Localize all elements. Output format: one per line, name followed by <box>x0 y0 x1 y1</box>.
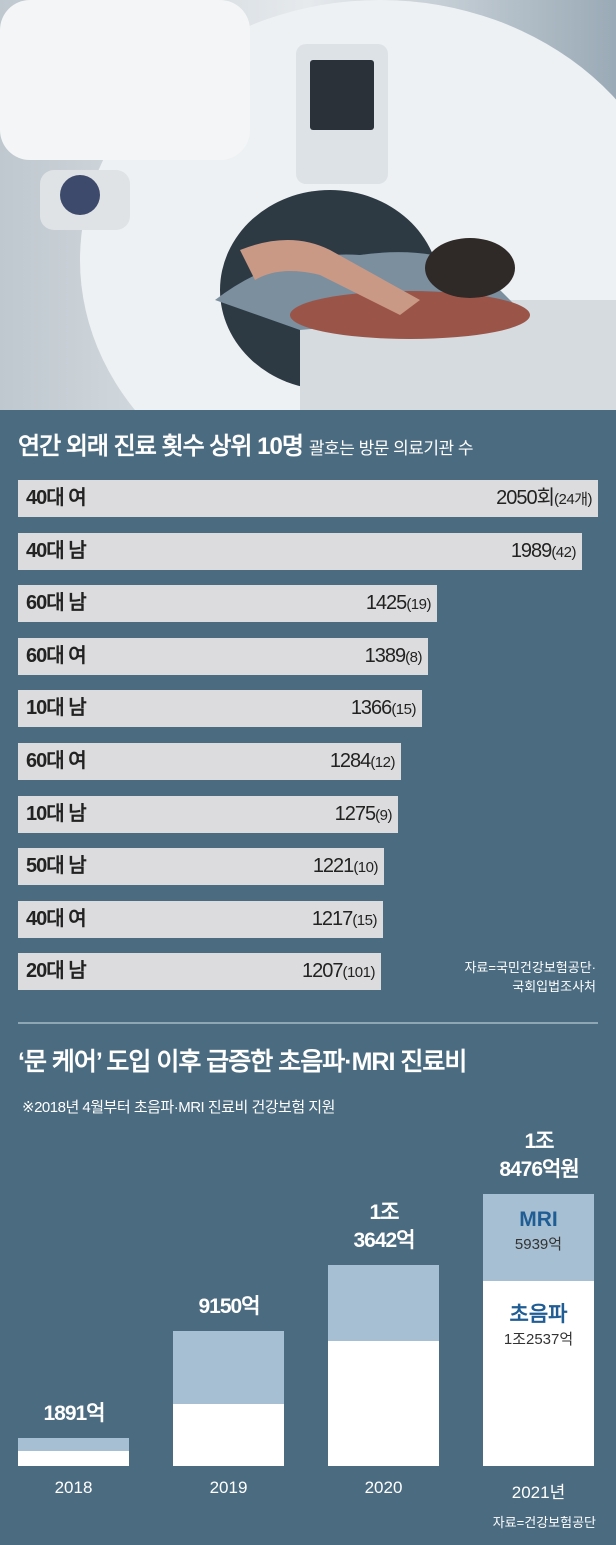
cost-source: 자료=건강보험공단 <box>492 1515 596 1530</box>
mri-label: MRI 5939억 <box>483 1206 594 1256</box>
cost-bar-total-line: 8476억원 <box>499 1158 579 1181</box>
cost-bar-year: 2018 <box>54 1478 93 1497</box>
ranking-bar-count: (19) <box>406 596 431 614</box>
ranking-bar-value: 2050회(24개) <box>496 487 592 509</box>
ranking-bar-label: 10대 남 <box>26 802 87 825</box>
ranking-bar-label: 50대 남 <box>26 855 87 878</box>
ultrasound-series-value: 1조2537억 <box>503 1331 574 1349</box>
ranking-bar: 50대 남 1221(10) <box>18 848 384 886</box>
ranking-bar-count: (42) <box>551 543 576 561</box>
cost-chart-note: ※2018년 4월부터 초음파·MRI 진료비 건강보험 지원 <box>22 1099 335 1116</box>
ranking-bar: 10대 남 1275(9) <box>18 795 398 833</box>
ranking-bar-count: (10) <box>353 859 378 877</box>
cost-bar-year: 2019 <box>209 1478 248 1497</box>
cost-bar-total: 9150억 <box>149 1293 309 1321</box>
ranking-bar-label: 40대 남 <box>26 539 87 562</box>
ranking-bar: 60대 여 1389(8) <box>18 637 428 675</box>
ultrasound-segment <box>328 1340 439 1466</box>
mri-segment <box>483 1194 594 1282</box>
ranking-bar-count: (101) <box>342 964 375 982</box>
cost-bar-total-line: 9150억 <box>198 1295 260 1319</box>
ultrasound-segment <box>173 1404 284 1466</box>
cost-bar-total-line: 1조 <box>369 1201 400 1225</box>
ranking-bar-count: (12) <box>370 754 395 771</box>
ultrasound-label: 초음파 1조2537억 <box>483 1301 594 1351</box>
ultrasound-segment <box>483 1281 594 1466</box>
mri-segment <box>328 1265 439 1341</box>
ranking-bar: 10대 남 1366(15) <box>18 690 422 728</box>
mri-segment <box>173 1331 284 1405</box>
ranking-bar-count: (9) <box>375 806 392 824</box>
cost-bar-total: 1조 3642억 <box>304 1199 464 1255</box>
ranking-bar-value: 1284(12) <box>329 750 396 772</box>
ranking-bar-count: (24개) <box>554 491 592 508</box>
ranking-bar-value: 1989(42) <box>510 539 577 562</box>
cost-bar-total: 1조 8476억원 <box>459 1128 616 1184</box>
ranking-bar-label: 60대 여 <box>26 750 87 772</box>
ranking-bar: 60대 여 1284(12) <box>18 743 401 780</box>
ranking-chart-subtitle: 괄호는 방문 의료기관 수 <box>308 439 474 458</box>
mri-scan-photo <box>0 0 616 410</box>
cost-bar-total-line: 1조 <box>524 1130 555 1153</box>
mri-series-name: MRI <box>519 1208 558 1231</box>
ranking-bar-value: 1275(9) <box>334 802 393 825</box>
section-divider <box>18 1022 598 1024</box>
ranking-bar-label: 60대 남 <box>26 592 87 615</box>
ranking-bar-value: 1366(15) <box>350 697 417 720</box>
ranking-bar: 40대 남 1989(42) <box>18 532 582 570</box>
ranking-bar-value: 1425(19) <box>365 592 432 615</box>
cost-bar-total-line: 3642억 <box>353 1229 415 1253</box>
ranking-bar-value: 1389(8) <box>364 644 423 667</box>
ranking-chart-title: 연간 외래 진료 횟수 상위 10명 괄호는 방문 의료기관 수 <box>18 433 474 460</box>
cost-bar-total-line: 1891억 <box>43 1402 105 1426</box>
ranking-bar-count: (15) <box>352 911 377 929</box>
ranking-bar-label: 40대 여 <box>26 487 87 509</box>
ranking-bar-label: 40대 여 <box>26 907 87 930</box>
cost-bar-year: 2020 <box>364 1478 403 1497</box>
ranking-bar-label: 20대 남 <box>26 960 87 983</box>
ranking-source: 자료=국민건강보험공단· 국회입법조사처 <box>464 960 596 994</box>
ranking-bar: 40대 여 1217(15) <box>18 900 383 938</box>
mri-series-value: 5939억 <box>514 1236 563 1253</box>
cost-bar-column <box>173 1331 284 1466</box>
ranking-bar-value: 1207(101) <box>301 960 376 983</box>
ranking-bar-label: 60대 여 <box>26 644 87 667</box>
ranking-bar: 40대 여 2050회(24개) <box>18 480 598 517</box>
cost-bar-column <box>328 1265 439 1466</box>
ranking-bar-count: (15) <box>391 701 416 719</box>
ultrasound-segment <box>18 1451 129 1466</box>
ultrasound-series-name: 초음파 <box>509 1303 568 1327</box>
cost-chart-title: ‘문 케어’ 도입 이후 급증한 초음파·MRI 진료비 <box>18 1048 467 1076</box>
ranking-bar-count: (8) <box>405 648 422 666</box>
ranking-bar-label: 10대 남 <box>26 697 87 720</box>
ranking-bar-value: 1217(15) <box>311 907 378 930</box>
cost-bar-year: 2021년 <box>511 1483 566 1502</box>
ranking-bar: 20대 남 1207(101) <box>18 953 381 991</box>
ranking-bar: 60대 남 1425(19) <box>18 585 437 623</box>
ranking-bar-value: 1221(10) <box>312 855 379 878</box>
cost-bar-column <box>18 1438 129 1466</box>
cost-bar-total: 1891억 <box>0 1400 154 1428</box>
mri-segment <box>18 1438 129 1452</box>
